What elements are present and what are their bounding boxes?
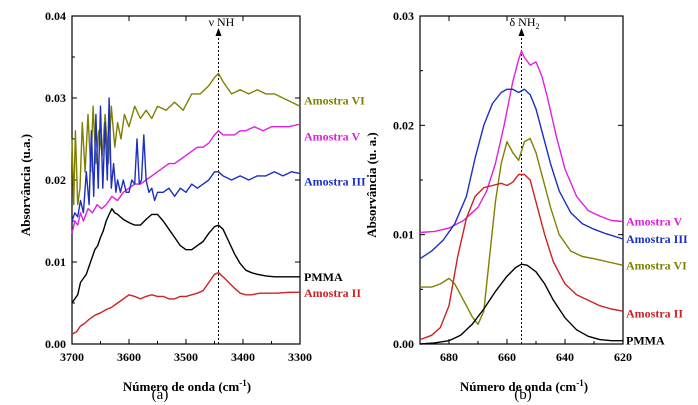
panel-label-b: (b) bbox=[514, 387, 532, 403]
series-line-amostra-vi bbox=[71, 72, 301, 206]
y-tick-label-b: 0.03 bbox=[393, 9, 414, 23]
y-tick-label-a: 0.02 bbox=[45, 173, 66, 187]
y-tick-label-a: 0.00 bbox=[45, 337, 66, 351]
chart-b: Absorvância (u. a.) Número de onda (cm-1… bbox=[364, 9, 688, 403]
series-line-amostra-v bbox=[419, 50, 624, 234]
annotation-label-a: ν NH bbox=[209, 15, 235, 29]
series-label-amostra-v: Amostra V bbox=[626, 215, 682, 229]
x-tick-label-a: 3400 bbox=[231, 350, 255, 364]
series-line-amostra-iii bbox=[71, 97, 301, 222]
x-tick-label-a: 3600 bbox=[117, 350, 141, 364]
series-label-amostra-v: Amostra V bbox=[304, 130, 360, 144]
y-tick-label-b: 0.02 bbox=[393, 118, 414, 132]
series-label-amostra-vi: Amostra VI bbox=[626, 258, 687, 272]
x-tick-label-a: 3500 bbox=[174, 350, 198, 364]
y-axis-title-b: Absorvância (u. a.) bbox=[364, 132, 379, 237]
y-tick-label-b: 0.01 bbox=[393, 228, 414, 242]
x-tick-label-b: 640 bbox=[556, 350, 574, 364]
y-axis-title-a: Absorvância (u.a.) bbox=[18, 134, 33, 236]
series-label-pmma: PMMA bbox=[626, 334, 665, 348]
series-line-pmma bbox=[419, 263, 623, 345]
series-label-amostra-iii: Amostra III bbox=[304, 175, 366, 189]
series-line-pmma bbox=[71, 208, 300, 304]
series-line-amostra-vi bbox=[420, 137, 624, 325]
annotation-arrow-b bbox=[518, 28, 525, 36]
y-tick-label-a: 0.03 bbox=[45, 91, 66, 105]
y-tick-label-b: 0.00 bbox=[393, 337, 414, 351]
x-axis-title-a: Número de onda (cm-1) bbox=[123, 378, 251, 394]
x-tick-label-b: 680 bbox=[440, 350, 458, 364]
panel-label-a: (a) bbox=[152, 387, 169, 403]
annotation-arrow-a bbox=[215, 28, 222, 36]
series-line-amostra-ii bbox=[71, 272, 300, 335]
chart-a: Absorvância (u.a.) Número de onda (cm-1)… bbox=[18, 9, 366, 403]
x-tick-label-a: 3300 bbox=[288, 350, 312, 364]
series-line-amostra-ii bbox=[419, 173, 624, 341]
series-label-amostra-iii: Amostra III bbox=[626, 232, 688, 246]
annotation-label-b: δ NH2 bbox=[510, 15, 540, 31]
x-tick-label-b: 660 bbox=[498, 350, 516, 364]
series-label-amostra-vi: Amostra VI bbox=[304, 93, 365, 107]
y-tick-label-a: 0.04 bbox=[45, 9, 66, 23]
series-label-amostra-ii: Amostra II bbox=[304, 286, 361, 300]
x-axis-title-b: Número de onda (cm-1) bbox=[460, 378, 588, 394]
series-line-amostra-iii bbox=[419, 88, 624, 260]
series-label-pmma: PMMA bbox=[304, 270, 343, 284]
x-tick-label-b: 620 bbox=[614, 350, 632, 364]
x-tick-label-a: 3700 bbox=[60, 350, 84, 364]
series-label-amostra-ii: Amostra II bbox=[626, 306, 683, 320]
series-line-amostra-v bbox=[71, 123, 301, 234]
y-tick-label-a: 0.01 bbox=[45, 255, 66, 269]
